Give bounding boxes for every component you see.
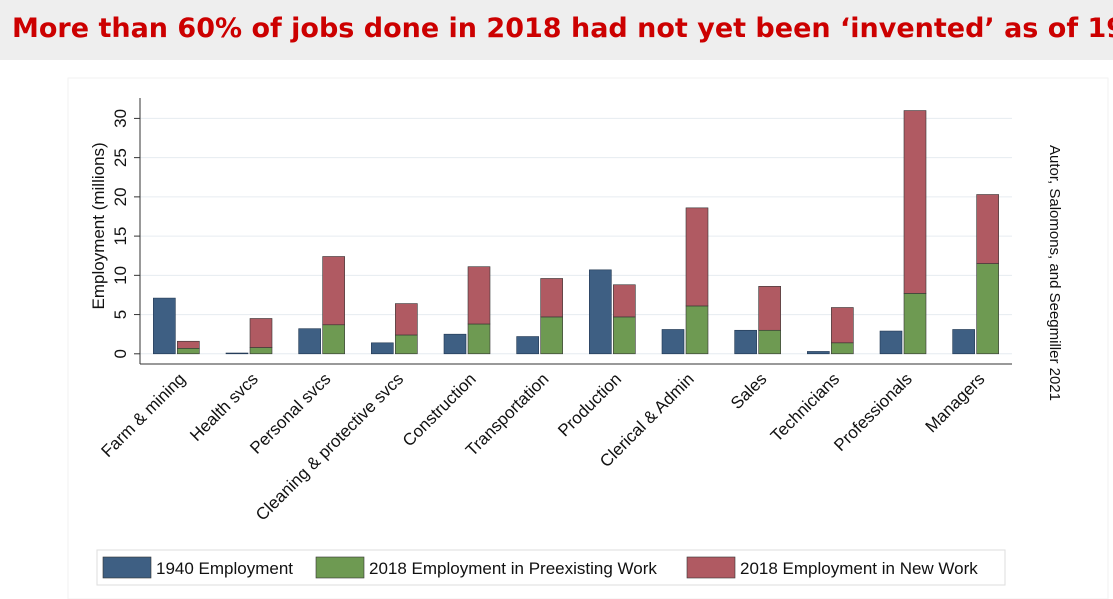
bar [685, 207, 709, 307]
title-banner: More than 60% of jobs done in 2018 had n… [0, 0, 1113, 60]
bar [177, 348, 200, 355]
legend-swatch [686, 556, 736, 579]
y-axis-label: Employment (millions) [89, 142, 108, 309]
bar [661, 329, 685, 355]
y-tick-label: 10 [111, 266, 130, 285]
y-tick-label: 20 [111, 187, 130, 206]
bar [540, 316, 563, 355]
bar [177, 340, 200, 349]
y-tick-label: 0 [111, 349, 130, 358]
bar [976, 263, 999, 355]
bar [879, 330, 903, 355]
chart-title: More than 60% of jobs done in 2018 had n… [12, 13, 1113, 44]
bar [903, 110, 927, 294]
legend-label: 2018 Employment in New Work [740, 559, 978, 578]
legend-box [96, 549, 1006, 586]
bar [467, 266, 491, 325]
legend-swatch [102, 556, 152, 579]
bar [613, 284, 636, 318]
legend-label: 2018 Employment in Preexisting Work [369, 559, 657, 578]
legend-swatch [315, 556, 365, 579]
annotation: Autor, Salomons, and Seegmiller 2021 [1046, 145, 1063, 401]
bar [734, 329, 757, 355]
bar [516, 336, 539, 355]
plot-frame [67, 77, 1109, 599]
bar [613, 316, 636, 355]
y-tick-label: 5 [111, 310, 130, 319]
y-tick-label: 25 [111, 148, 130, 167]
bar [831, 307, 854, 344]
bar [467, 323, 491, 355]
y-tick-label: 15 [111, 227, 130, 246]
bar [249, 318, 273, 348]
bar [758, 329, 781, 355]
bar [540, 278, 563, 318]
bar [225, 352, 249, 355]
bar [952, 329, 975, 355]
bar [322, 324, 345, 355]
bar [443, 333, 467, 355]
legend-label: 1940 Employment [156, 559, 293, 578]
bar [589, 269, 612, 355]
bar [395, 334, 418, 355]
bar [371, 342, 394, 355]
bar [831, 342, 854, 355]
bar [395, 303, 418, 336]
bar [685, 305, 709, 355]
bar [249, 347, 273, 355]
bar [758, 286, 781, 331]
bar [903, 293, 927, 355]
bar [976, 194, 999, 264]
bar [298, 328, 321, 355]
bar [322, 256, 345, 326]
y-tick-label: 30 [111, 109, 130, 128]
bar [807, 351, 830, 355]
bar [153, 297, 176, 355]
